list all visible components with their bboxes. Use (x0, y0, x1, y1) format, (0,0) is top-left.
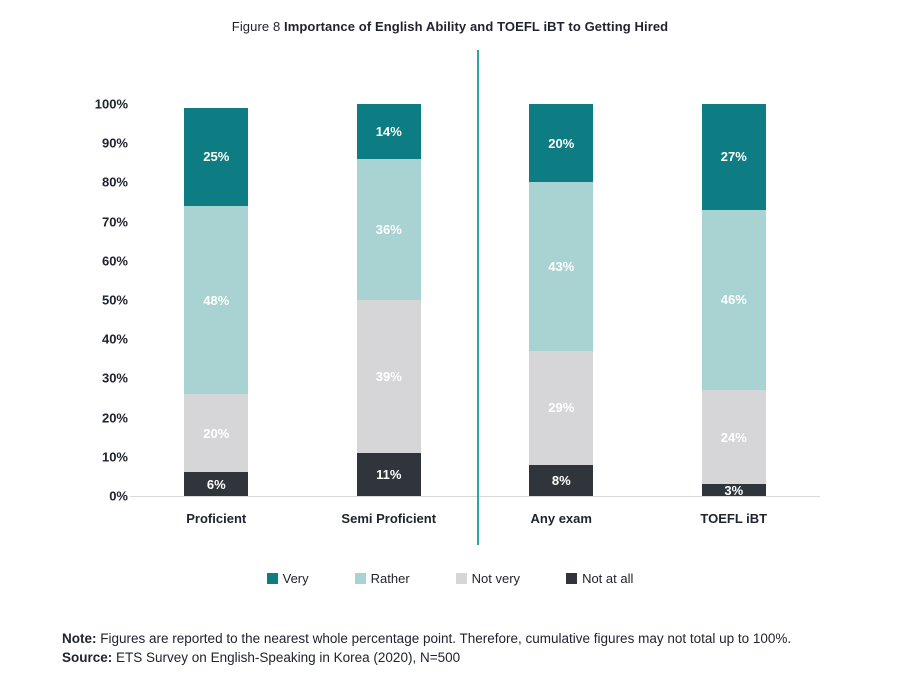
legend-item-very: Very (266, 571, 309, 586)
plot-area: 25% 48% 20% 6% 14% 36% 39% 11% 20% 43% 29% 8% 27% 46%… (130, 104, 820, 498)
segment-value-label: 20% (548, 135, 575, 151)
bar-segment-rather: 36% (356, 158, 421, 300)
x-axis-line (130, 496, 820, 497)
y-axis-tick: 50% (101, 292, 128, 308)
y-axis-tick: 10% (101, 449, 128, 465)
bar-segment-rather: 48% (184, 205, 249, 395)
segment-value-label: 48% (203, 292, 230, 308)
segment-value-label: 25% (203, 149, 230, 165)
group-divider-line (477, 50, 479, 545)
bar-segment-not-very: 39% (356, 299, 421, 453)
segment-value-label: 8% (551, 472, 571, 488)
note-text: Note: Figures are reported to the neares… (62, 629, 862, 648)
legend-swatch (566, 573, 578, 584)
y-axis-tick: 70% (101, 214, 128, 230)
note-label: Note: (62, 631, 97, 646)
legend-item-not-at-all: Not at all (566, 571, 633, 586)
bar-segment-not-at-all: 6% (184, 472, 249, 496)
source-label: Source: (62, 650, 113, 665)
stacked-bar-any-exam: 20% 43% 29% 8% (529, 104, 594, 496)
stacked-bar-semi-proficient: 14% 36% 39% 11% (356, 104, 421, 496)
y-axis-tick: 20% (101, 410, 128, 426)
segment-value-label: 39% (375, 368, 402, 384)
legend-item-not-very: Not very (455, 571, 521, 586)
note-body: Figures are reported to the nearest whol… (100, 631, 792, 646)
x-axis-label-semi-proficient: Semi Proficient (341, 511, 437, 526)
source-text: Source: ETS Survey on English-Speaking i… (62, 648, 862, 667)
y-axis-tick: 90% (101, 135, 128, 151)
bar-segment-very: 27% (701, 104, 766, 210)
legend-label: Not at all (582, 571, 634, 586)
y-axis-tick: 30% (101, 370, 128, 386)
legend-item-rather: Rather (354, 571, 410, 586)
chart-title-prefix: Figure 8 (231, 19, 281, 34)
stacked-bar-toefl-ibt: 27% 46% 24% 3% (701, 104, 766, 498)
segment-value-label: 24% (720, 429, 747, 445)
bar-segment-not-very: 24% (701, 390, 766, 485)
segment-value-label: 6% (206, 476, 226, 492)
segment-value-label: 27% (720, 149, 747, 165)
chart-title: Figure 8 Importance of English Ability a… (0, 19, 900, 34)
legend-label: Not very (471, 571, 521, 586)
legend-swatch (354, 573, 366, 584)
segment-value-label: 3% (724, 482, 744, 498)
bar-segment-very: 25% (184, 107, 249, 206)
bar-segment-very: 20% (529, 104, 594, 183)
legend-swatch (266, 573, 278, 584)
segment-value-label: 20% (203, 425, 230, 441)
bar-segment-not-very: 29% (529, 350, 594, 465)
segment-value-label: 14% (375, 123, 402, 139)
bar-segment-rather: 46% (701, 209, 766, 391)
bar-segment-rather: 43% (529, 182, 594, 351)
legend-swatch (455, 573, 467, 584)
bar-segment-not-at-all: 11% (356, 452, 421, 496)
bar-segment-very: 14% (356, 104, 421, 159)
x-axis-label-proficient: Proficient (186, 511, 247, 526)
segment-value-label: 29% (548, 400, 575, 416)
legend: Very Rather Not very Not at all (0, 571, 900, 586)
bar-segment-not-very: 20% (184, 394, 249, 473)
y-axis-tick: 40% (101, 331, 128, 347)
segment-value-label: 46% (720, 292, 747, 308)
segment-value-label: 36% (375, 221, 402, 237)
bar-segment-not-at-all: 3% (701, 482, 766, 498)
legend-label: Very (282, 571, 309, 586)
segment-value-label: 11% (376, 466, 402, 482)
stacked-bar-proficient: 25% 48% 20% 6% (184, 107, 249, 496)
source-body: ETS Survey on English-Speaking in Korea … (116, 650, 461, 665)
legend-label: Rather (370, 571, 410, 586)
y-axis-tick: 60% (101, 253, 128, 269)
x-axis-label-toefl-ibt: TOEFL iBT (700, 511, 768, 526)
bar-segment-not-at-all: 8% (529, 464, 594, 496)
x-axis-label-any-exam: Any exam (530, 511, 592, 526)
chart-title-main: Importance of English Ability and TOEFL … (284, 19, 669, 34)
y-axis-tick: 100% (94, 96, 128, 112)
segment-value-label: 43% (548, 259, 575, 275)
y-axis-tick: 0% (109, 488, 128, 504)
y-axis-tick: 80% (101, 174, 128, 190)
